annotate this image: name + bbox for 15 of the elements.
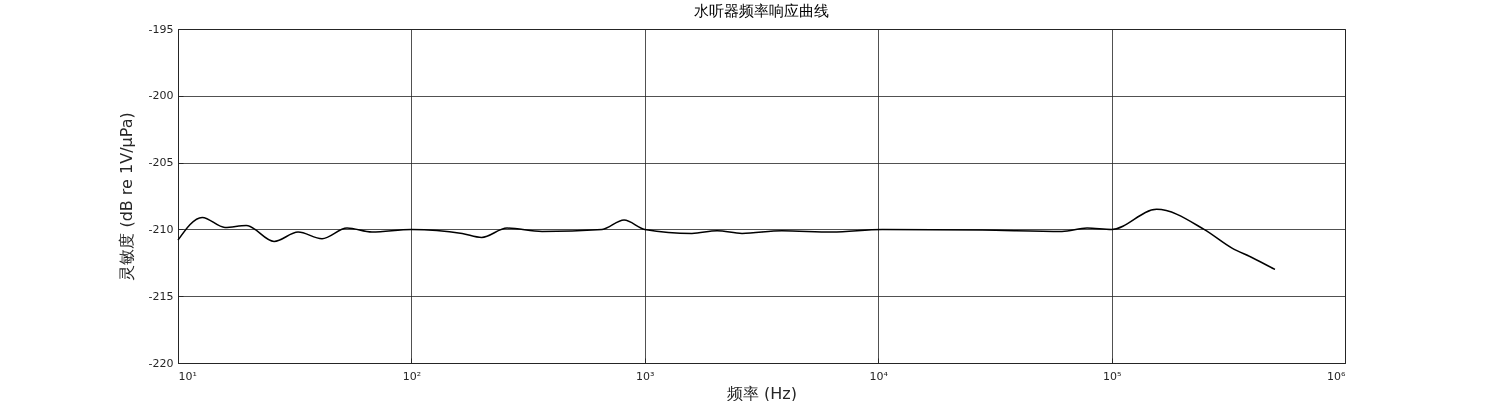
x-tick-label: 10³: [636, 369, 655, 383]
x-tick-label: 10¹: [178, 369, 197, 383]
y-tick-label: -195: [148, 22, 174, 36]
y-tick-label: -205: [148, 156, 174, 170]
x-axis-title: 频率 (Hz): [727, 383, 797, 403]
x-tick-label: 10⁵: [1102, 369, 1122, 383]
x-tick-label: 10⁶: [1327, 369, 1347, 383]
y-axis-title: 灵敏度 (dB re 1V/μPa): [116, 112, 136, 281]
y-tick-label: -215: [148, 289, 174, 303]
y-tick-label: -200: [148, 89, 174, 103]
chart-title: 水听器频率响应曲线: [694, 2, 829, 20]
y-tick-label: -220: [148, 356, 174, 370]
x-tick-label: 10²: [402, 369, 422, 383]
y-tick-label: -210: [148, 222, 174, 236]
x-tick-label: 10⁴: [869, 369, 889, 383]
